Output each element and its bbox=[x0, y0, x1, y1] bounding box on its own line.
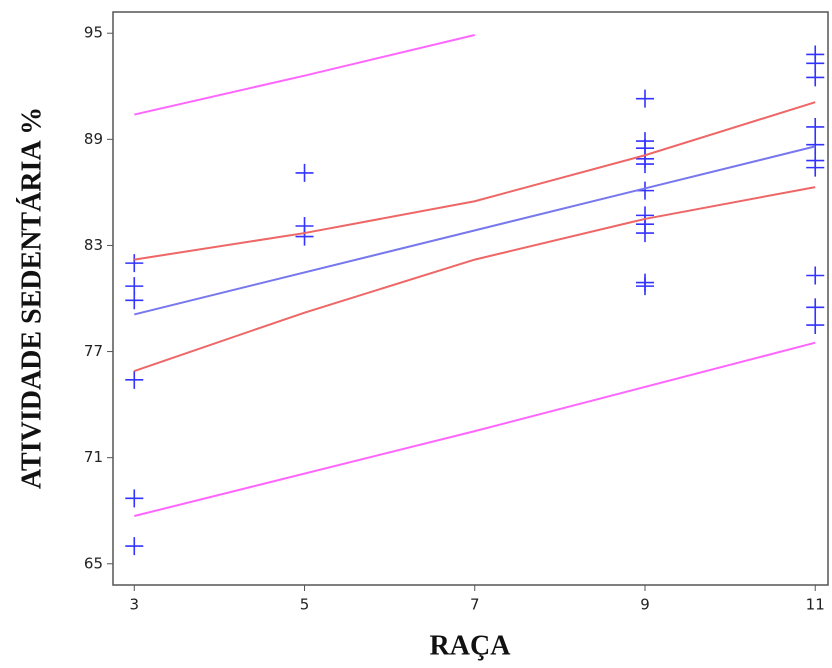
point bbox=[806, 135, 825, 154]
point bbox=[635, 155, 654, 174]
point bbox=[806, 316, 825, 335]
x-tick-label: 7 bbox=[470, 596, 480, 614]
point bbox=[125, 489, 144, 508]
fit-line bbox=[134, 341, 816, 517]
y-tick-label: 71 bbox=[84, 448, 103, 466]
x-tick-label: 9 bbox=[640, 596, 650, 614]
y-axis-title: ATIVIDADE SEDENTÁRIA % bbox=[16, 107, 47, 489]
point bbox=[125, 291, 144, 310]
point bbox=[635, 224, 654, 243]
point bbox=[806, 68, 825, 87]
point bbox=[806, 266, 825, 285]
plot-frame bbox=[112, 11, 829, 586]
point bbox=[806, 158, 825, 177]
point bbox=[635, 89, 654, 108]
x-tick-label: 5 bbox=[300, 596, 310, 614]
point bbox=[125, 370, 144, 389]
fit-line bbox=[134, 101, 816, 261]
x-tick-label: 11 bbox=[806, 596, 825, 614]
fit-line bbox=[133, 186, 816, 372]
point bbox=[295, 227, 314, 246]
point bbox=[806, 298, 825, 317]
y-tick-label: 89 bbox=[84, 130, 103, 148]
fit-line bbox=[134, 34, 475, 116]
point bbox=[635, 277, 654, 296]
y-tick-label: 83 bbox=[84, 236, 103, 254]
point bbox=[295, 163, 314, 182]
y-tick-label: 65 bbox=[84, 554, 103, 572]
x-axis-title: RAÇA bbox=[430, 630, 512, 661]
y-tick-label: 77 bbox=[84, 342, 103, 360]
point bbox=[806, 117, 825, 136]
y-tick-label: 95 bbox=[84, 24, 103, 42]
fit-line bbox=[134, 145, 816, 316]
x-tick-label: 3 bbox=[130, 596, 140, 614]
point bbox=[125, 254, 144, 273]
point bbox=[125, 537, 144, 556]
